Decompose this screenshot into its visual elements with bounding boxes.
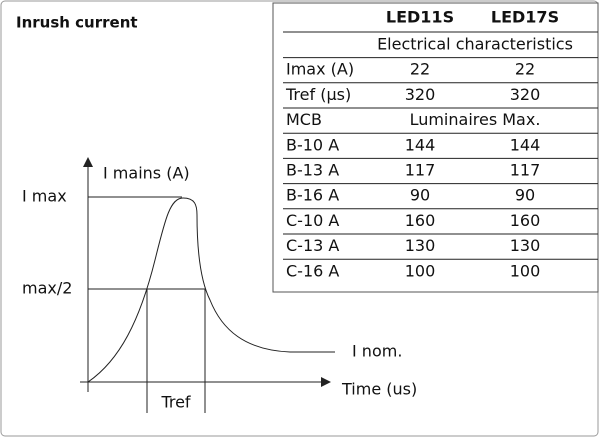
cell: 160 [405, 211, 436, 230]
table-frame [272, 2, 599, 293]
section-label: Luminaires Max. [410, 110, 541, 129]
row-label: Imax (A) [286, 60, 354, 79]
row-label: MCB [286, 110, 322, 129]
cell: 22 [515, 60, 535, 79]
cell: 130 [510, 236, 541, 255]
inom-label: I nom. [352, 342, 402, 361]
section-label: Electrical characteristics [377, 35, 573, 54]
cell: 160 [510, 211, 541, 230]
row-label: C-13 A [286, 236, 339, 255]
row-label: Tref (µs) [285, 85, 351, 104]
row-label: B-10 A [286, 135, 339, 154]
cell: 117 [510, 161, 541, 180]
cell: 100 [405, 261, 436, 280]
cell: 100 [510, 261, 541, 280]
cell: 90 [515, 186, 535, 205]
cell: 320 [405, 85, 436, 104]
column-header: LED11S [386, 8, 454, 27]
row-label: C-10 A [286, 211, 339, 230]
cell: 117 [405, 161, 436, 180]
axis-label: Time (us) [341, 380, 417, 399]
cell: 144 [405, 135, 436, 154]
cell: 144 [510, 135, 541, 154]
curve [87, 197, 335, 383]
row-label: B-13 A [286, 161, 339, 180]
column-header: LED17S [491, 8, 559, 27]
tref-label: Tref [160, 393, 190, 412]
level-label: max/2 [22, 279, 72, 298]
row-label: C-16 A [286, 261, 339, 280]
cell: 90 [410, 186, 430, 205]
title: Inrush current [16, 14, 138, 32]
table: LED11S LED17S Electrical characteristics Im… [272, 2, 599, 293]
row-label: B-16 A [286, 186, 339, 205]
cell: 130 [405, 236, 436, 255]
level-label: I max [22, 187, 67, 206]
cell: 22 [410, 60, 430, 79]
cell: 320 [510, 85, 541, 104]
axis-label: I mains (A) [103, 164, 190, 183]
